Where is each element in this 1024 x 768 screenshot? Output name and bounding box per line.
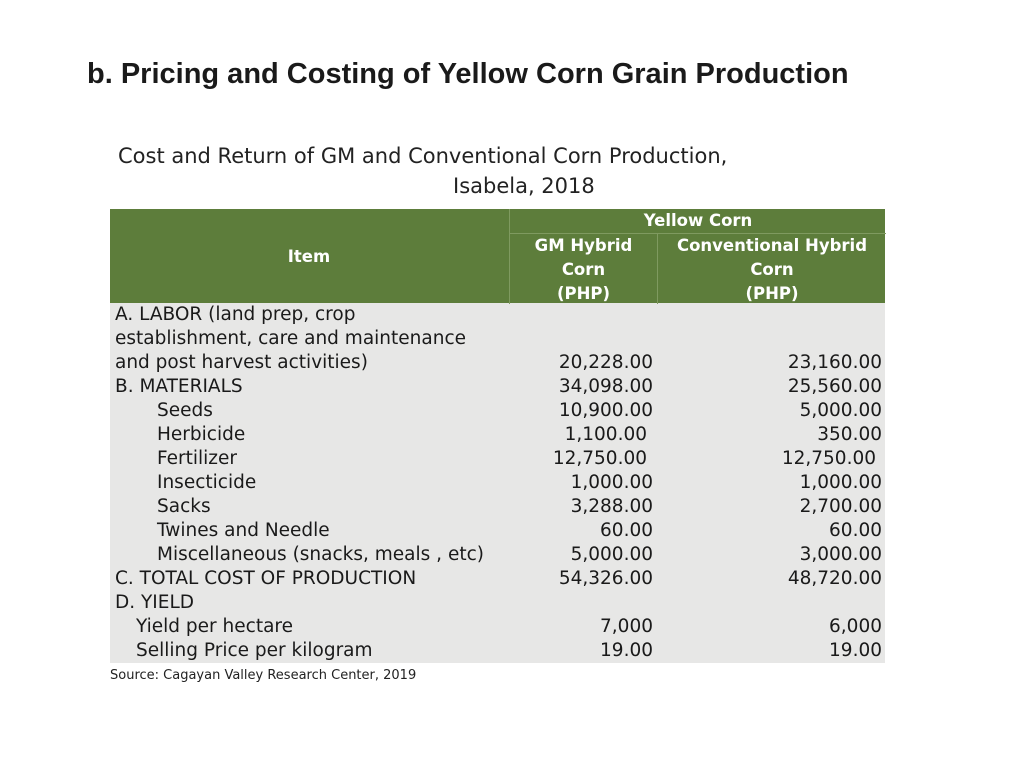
gm-value: 20,228.00 — [558, 352, 653, 373]
header-conv-line-1: Conventional Hybrid — [676, 236, 868, 255]
gm-value: 12,750.00 — [552, 448, 647, 469]
conv-value: 6,000 — [829, 616, 882, 637]
row-label: Insecticide — [157, 472, 257, 493]
conv-value: 5,000.00 — [799, 400, 882, 421]
table-row: Sacks 3,288.00 2,700.00 — [110, 495, 885, 519]
gm-value: 3,288.00 — [570, 496, 653, 517]
conv-value: 25,560.00 — [787, 376, 882, 397]
row-label: A. LABOR (land prep, crop — [115, 304, 356, 325]
row-label: Fertilizer — [157, 448, 237, 469]
slide-title: b. Pricing and Costing of Yellow Corn Gr… — [87, 58, 849, 90]
row-label: Yield per hectare — [136, 616, 293, 637]
gm-value: 60.00 — [600, 520, 653, 541]
table-row: D. YIELD — [110, 591, 885, 615]
row-label: Twines and Needle — [157, 520, 330, 541]
table-row: Seeds 10,900.00 5,000.00 — [110, 399, 885, 423]
table-row: C. TOTAL COST OF PRODUCTION 54,326.00 48… — [110, 567, 885, 591]
table-row: Herbicide 1,100.00 350.00 — [110, 423, 885, 447]
gm-value: 19.00 — [600, 640, 653, 661]
conv-value: 23,160.00 — [787, 352, 882, 373]
header-gm-line-1: GM Hybrid — [534, 236, 633, 255]
table-row: establishment, care and maintenance — [110, 327, 885, 351]
caption-line-1: Cost and Return of GM and Conventional C… — [118, 144, 728, 168]
source-note: Source: Cagayan Valley Research Center, … — [110, 668, 417, 683]
conv-value: 350.00 — [817, 424, 882, 445]
gm-value: 5,000.00 — [570, 544, 653, 565]
header-item: Item — [287, 246, 331, 266]
header-gm-line-2: Corn — [561, 260, 606, 279]
table-row: Fertilizer 12,750.00 12,750.00 — [110, 447, 885, 471]
conv-value: 3,000.00 — [799, 544, 882, 565]
row-label: Herbicide — [157, 424, 246, 445]
header-conv-line-2: Corn — [750, 260, 794, 279]
conv-value: 1,000.00 — [799, 472, 882, 493]
gm-value: 7,000 — [600, 616, 653, 637]
header-conventional-hybrid: Conventional Hybrid Corn (PHP) — [657, 233, 886, 304]
cost-return-table: Item Yellow Corn GM Hybrid Corn (PHP) Co… — [110, 209, 886, 663]
gm-value: 1,000.00 — [570, 472, 653, 493]
row-label: Selling Price per kilogram — [136, 640, 373, 661]
row-label: and post harvest activities) — [115, 352, 368, 373]
row-label: Seeds — [157, 400, 213, 421]
row-label: Miscellaneous (snacks, meals , etc) — [157, 544, 484, 565]
conv-value: 48,720.00 — [787, 568, 882, 589]
header-gm-hybrid: GM Hybrid Corn (PHP) — [509, 233, 657, 304]
row-label: B. MATERIALS — [115, 376, 243, 397]
header-conv-line-3: (PHP) — [745, 284, 799, 303]
table-body: A. LABOR (land prep, crop establishment,… — [110, 303, 885, 663]
table-row: Miscellaneous (snacks, meals , etc) 5,00… — [110, 543, 885, 567]
row-label: Sacks — [157, 496, 211, 517]
row-label: D. YIELD — [115, 592, 195, 613]
table-row: A. LABOR (land prep, crop — [110, 303, 885, 327]
gm-value: 34,098.00 — [558, 376, 653, 397]
header-gm-line-3: (PHP) — [556, 284, 611, 303]
gm-value: 54,326.00 — [558, 568, 653, 589]
table-row: Twines and Needle 60.00 60.00 — [110, 519, 885, 543]
gm-value: 1,100.00 — [564, 424, 647, 445]
table-row: and post harvest activities) 20,228.00 2… — [110, 351, 885, 375]
caption-line-2: Isabela, 2018 — [453, 174, 595, 198]
row-label: establishment, care and maintenance — [115, 328, 466, 349]
conv-value: 19.00 — [829, 640, 882, 661]
table-row: Selling Price per kilogram 19.00 19.00 — [110, 639, 885, 663]
conv-value: 2,700.00 — [799, 496, 882, 517]
row-label: C. TOTAL COST OF PRODUCTION — [115, 568, 417, 589]
table-row: B. MATERIALS 34,098.00 25,560.00 — [110, 375, 885, 399]
conv-value: 60.00 — [829, 520, 882, 541]
table-row: Insecticide 1,000.00 1,000.00 — [110, 471, 885, 495]
table-row: Yield per hectare 7,000 6,000 — [110, 615, 885, 639]
header-yellow-corn: Yellow Corn — [509, 209, 886, 233]
gm-value: 10,900.00 — [558, 400, 653, 421]
conv-value: 12,750.00 — [781, 448, 876, 469]
table-caption: Cost and Return of GM and Conventional C… — [110, 141, 880, 201]
table-header: Item Yellow Corn GM Hybrid Corn (PHP) Co… — [110, 209, 886, 304]
